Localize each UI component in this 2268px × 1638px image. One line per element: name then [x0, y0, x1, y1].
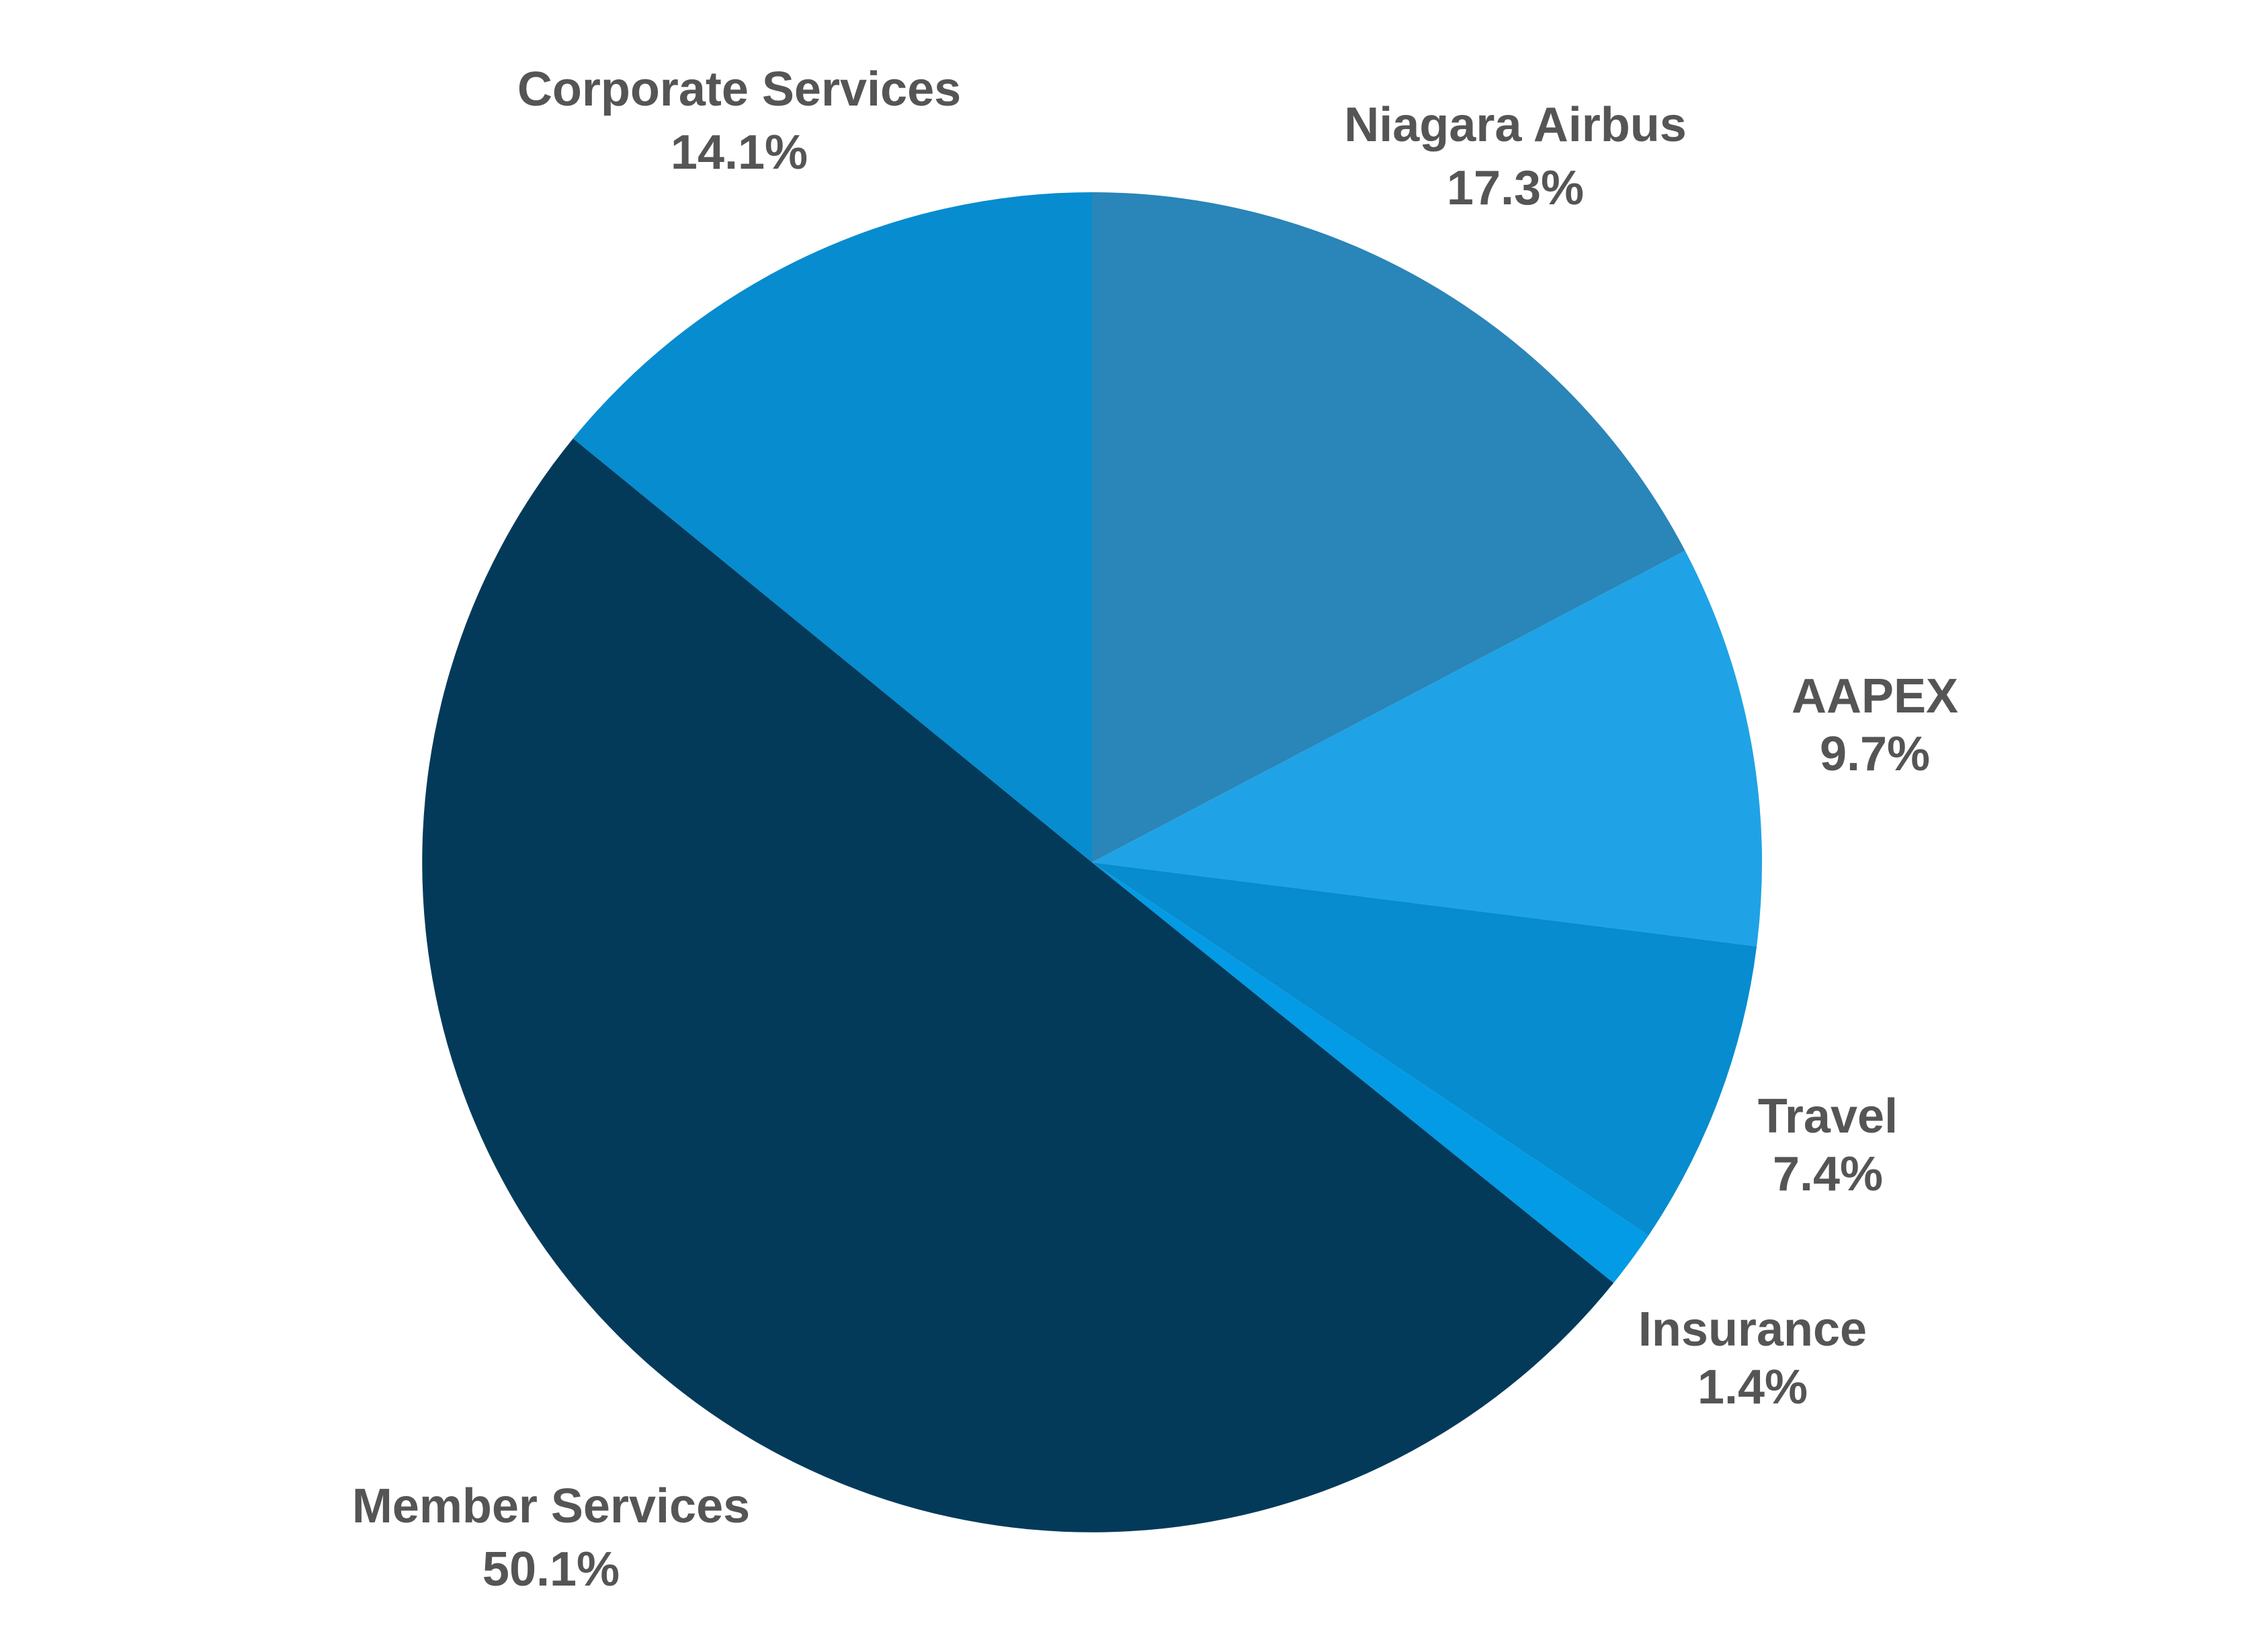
pie-slices	[422, 192, 1763, 1532]
slice-percent-travel: 7.4%	[1773, 1147, 1883, 1201]
pie-slice-insurance	[1092, 862, 1649, 1283]
slice-percent-aapex: 9.7%	[1820, 727, 1930, 781]
pie-slice-aapex	[1092, 550, 1763, 946]
slice-label-member-services: Member Services	[352, 1479, 750, 1533]
slice-label-travel: Travel	[1758, 1090, 1898, 1143]
slice-label-corporate-services: Corporate Services	[517, 63, 961, 116]
slice-percent-member-services: 50.1%	[482, 1543, 620, 1596]
slice-percent-insurance: 1.4%	[1697, 1360, 1808, 1414]
pie-slice-member-services	[422, 438, 1614, 1532]
slice-label-insurance: Insurance	[1638, 1303, 1867, 1356]
slice-label-niagara-airbus: Niagara Airbus	[1344, 98, 1686, 152]
slice-label-aapex: AAPEX	[1792, 669, 1958, 723]
slice-percent-corporate-services: 14.1%	[671, 126, 808, 179]
pie-slice-travel	[1092, 862, 1757, 1236]
pie-slice-niagara-airbus	[1092, 192, 1685, 862]
pie-slice-corporate-services	[573, 192, 1092, 862]
slice-percent-niagara-airbus: 17.3%	[1447, 161, 1584, 215]
